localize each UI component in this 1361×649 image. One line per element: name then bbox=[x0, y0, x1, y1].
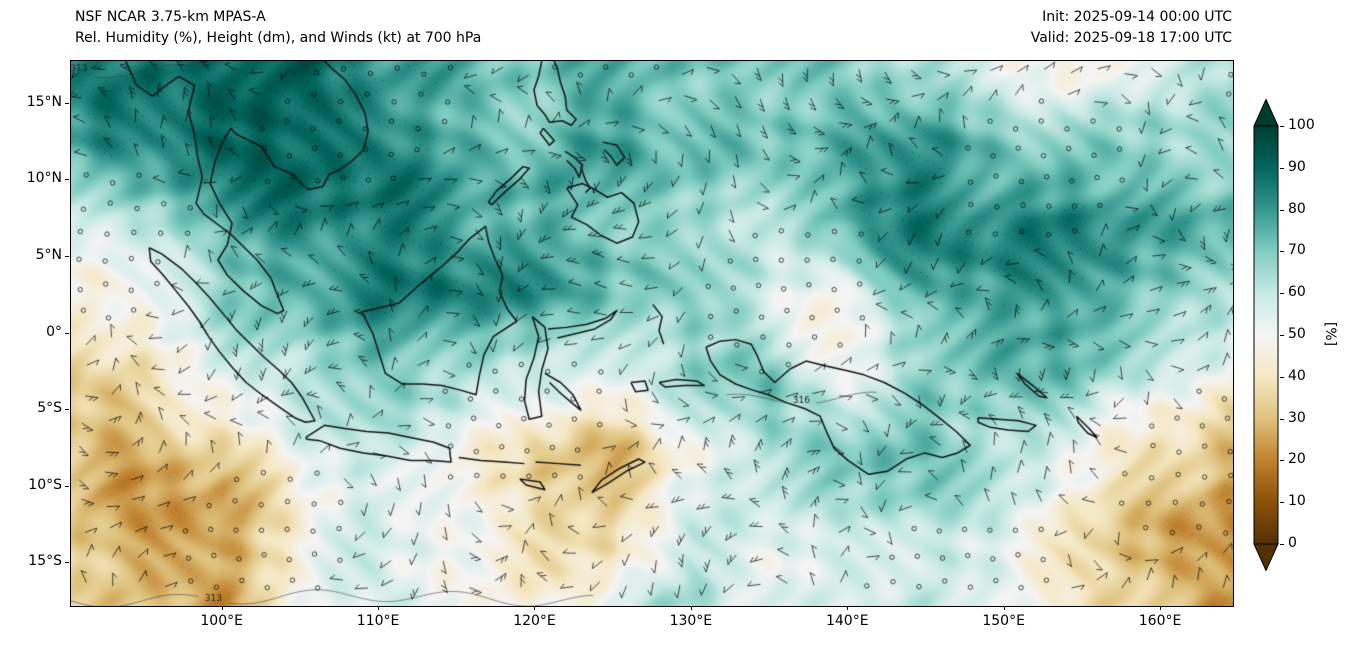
model-title: NSF NCAR 3.75-km MPAS-A bbox=[75, 9, 266, 25]
y-tick-mark bbox=[65, 332, 69, 334]
x-tick-mark bbox=[1003, 606, 1005, 610]
colorbar-tick-label: 80 bbox=[1288, 200, 1306, 217]
colorbar-tick-mark bbox=[1280, 544, 1284, 545]
y-tick-mark bbox=[65, 409, 69, 411]
colorbar-tick-label: 50 bbox=[1288, 326, 1306, 342]
y-tick-label: 15°N bbox=[26, 93, 62, 110]
colorbar-tick-label: 10 bbox=[1288, 493, 1306, 510]
colorbar-tick-label: 40 bbox=[1288, 367, 1306, 384]
x-tick-mark bbox=[378, 606, 380, 610]
colorbar-tick-mark bbox=[1280, 460, 1284, 462]
x-tick-label: 100°E bbox=[200, 613, 243, 629]
y-tick-mark bbox=[65, 562, 69, 564]
x-tick-mark bbox=[690, 606, 692, 610]
x-tick-mark bbox=[1160, 606, 1162, 610]
figure-subtitle: Rel. Humidity (%), Height (dm), and Wind… bbox=[75, 30, 482, 46]
y-tick-mark bbox=[65, 485, 69, 487]
y-tick-label: 15°S bbox=[28, 553, 62, 570]
colorbar-tick-label: 60 bbox=[1288, 284, 1306, 301]
map-canvas bbox=[71, 61, 1233, 606]
y-tick-label: 5°N bbox=[35, 246, 62, 263]
colorbar-tick-mark bbox=[1280, 335, 1284, 336]
colorbar-tick-label: 30 bbox=[1288, 409, 1306, 426]
colorbar-tick-mark bbox=[1280, 167, 1284, 169]
x-tick-mark bbox=[221, 606, 223, 610]
map-plot-area bbox=[70, 60, 1234, 607]
colorbar-tick-label: 20 bbox=[1288, 451, 1306, 468]
colorbar-tick-label: 100 bbox=[1288, 117, 1315, 133]
figure-header-left: NSF NCAR 3.75-km MPAS-A Rel. Humidity (%… bbox=[75, 7, 481, 49]
y-tick-label: 0° bbox=[46, 323, 62, 340]
colorbar-tick-mark bbox=[1280, 126, 1284, 127]
x-tick-label: 140°E bbox=[825, 613, 869, 629]
x-tick-label: 120°E bbox=[513, 613, 556, 629]
y-tick-label: 10°S bbox=[28, 476, 62, 493]
x-tick-label: 130°E bbox=[669, 613, 713, 629]
x-tick-mark bbox=[847, 606, 849, 610]
y-tick-label: 10°N bbox=[26, 170, 62, 187]
x-tick-mark bbox=[534, 606, 536, 610]
x-tick-label: 110°E bbox=[356, 613, 400, 629]
colorbar-tick-label: 70 bbox=[1288, 242, 1306, 259]
colorbar-unit-label: [%] bbox=[1322, 321, 1339, 347]
y-tick-label: 5°S bbox=[37, 400, 62, 417]
colorbar-tick-mark bbox=[1280, 418, 1284, 420]
figure-header-right: Init: 2025-09-14 00:00 UTC Valid: 2025-0… bbox=[1031, 7, 1232, 49]
colorbar-tick-label: 0 bbox=[1288, 535, 1297, 551]
colorbar-tick-mark bbox=[1280, 376, 1284, 378]
y-tick-mark bbox=[65, 102, 69, 104]
y-tick-mark bbox=[65, 179, 69, 181]
colorbar-tick-mark bbox=[1280, 502, 1284, 504]
colorbar-tick-mark bbox=[1280, 251, 1284, 253]
colorbar-tick-label: 90 bbox=[1288, 158, 1306, 175]
init-time: Init: 2025-09-14 00:00 UTC bbox=[1042, 9, 1232, 25]
valid-time: Valid: 2025-09-18 17:00 UTC bbox=[1030, 30, 1232, 46]
colorbar-gradient bbox=[1253, 98, 1279, 572]
x-tick-label: 160°E bbox=[1138, 613, 1182, 629]
colorbar bbox=[1253, 98, 1279, 572]
colorbar-tick-mark bbox=[1280, 293, 1284, 295]
x-tick-label: 150°E bbox=[982, 613, 1025, 629]
y-tick-mark bbox=[65, 255, 69, 257]
colorbar-tick-mark bbox=[1280, 209, 1284, 211]
